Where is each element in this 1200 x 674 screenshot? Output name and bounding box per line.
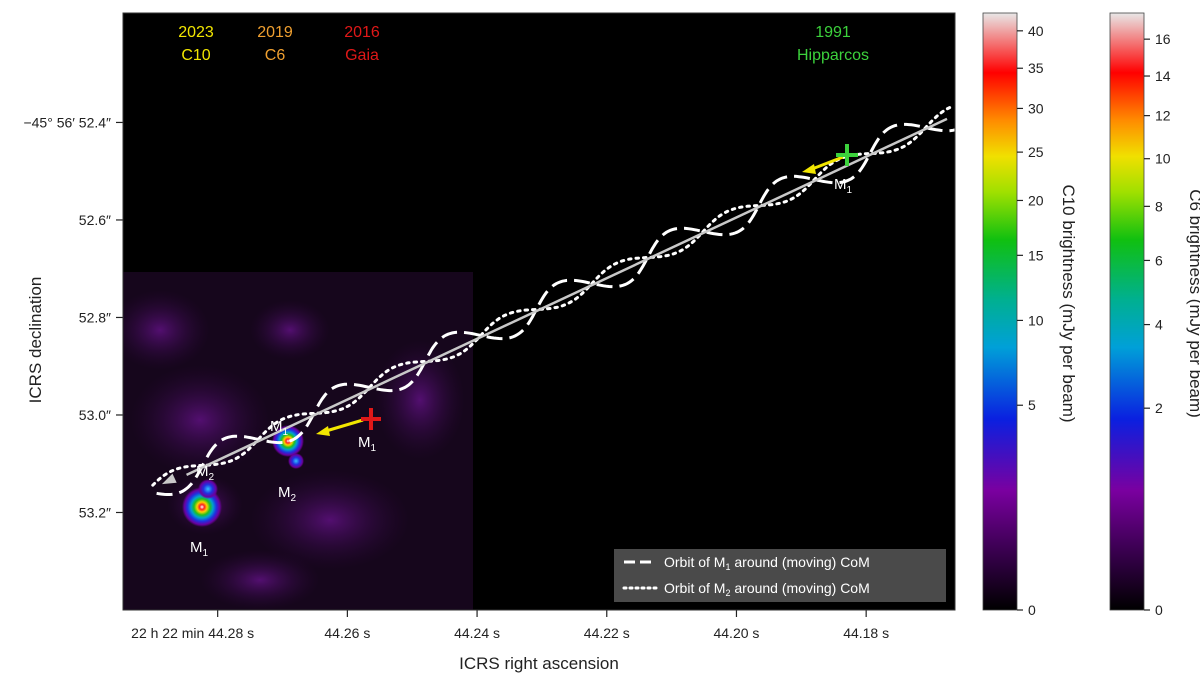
y-tick-label: 52.8″ xyxy=(79,309,111,325)
colorbar-tick-label: 4 xyxy=(1155,317,1163,333)
x-tick-label: 44.18 s xyxy=(843,625,889,641)
colorbar-gradient xyxy=(982,12,1018,611)
epoch-gaia-header: 2016 Gaia xyxy=(344,24,380,64)
c6-m2-source xyxy=(288,453,304,469)
y-axis-label: ICRS declination xyxy=(26,277,45,404)
orbit-m2-dotted-line xyxy=(151,105,954,487)
hipparcos-arrowhead xyxy=(802,164,816,174)
colorbar-tick-label: 14 xyxy=(1155,68,1171,84)
colorbar-tick-label: 2 xyxy=(1155,400,1163,416)
y-tick-label: −45° 56′ 52.4″ xyxy=(23,114,111,130)
colorbar-tick-label: 12 xyxy=(1155,108,1171,124)
colorbar-c10: 0 5 10 15 20 25 30 35 40 C10 brightness (mJy per … xyxy=(982,12,1078,618)
colorbar-gradient xyxy=(1109,12,1145,611)
x-tick-label: 44.20 s xyxy=(713,625,759,641)
com-path-line xyxy=(186,117,948,476)
x-tick-label: 22 h 22 min 44.28 s xyxy=(131,625,254,641)
colorbar-tick-label: 16 xyxy=(1155,31,1171,47)
y-axis-ticks: −45° 56′ 52.4″ 52.6″ 52.8″ 53.0″ 53.2″ xyxy=(23,114,123,520)
colorbar-tick-label: 35 xyxy=(1028,60,1044,76)
hipparcos-m1-cross xyxy=(836,144,858,166)
legend: Orbit of M1 around (moving) CoM Orbit of… xyxy=(614,549,946,602)
y-tick-label: 52.6″ xyxy=(79,212,111,228)
svg-text:2019: 2019 xyxy=(257,24,293,41)
colorbar-tick-label: 0 xyxy=(1028,602,1036,618)
colorbar-label: C10 brightness (mJy per beam) xyxy=(1059,184,1078,422)
x-axis-ticks: 22 h 22 min 44.28 s 44.26 s 44.24 s 44.22 s… xyxy=(131,610,889,641)
colorbar-tick-label: 20 xyxy=(1028,192,1044,208)
svg-text:C6: C6 xyxy=(265,47,286,64)
colorbar-tick-label: 10 xyxy=(1155,151,1171,167)
legend-entry-m2: Orbit of M2 around (moving) CoM xyxy=(664,580,870,598)
colorbar-tick-label: 25 xyxy=(1028,144,1044,160)
hipparcos-motion-arrow xyxy=(811,155,844,171)
colorbar-tick-label: 6 xyxy=(1155,252,1163,268)
colorbar-tick-label: 0 xyxy=(1155,602,1163,618)
c10-m2-source xyxy=(198,479,218,499)
svg-text:1991: 1991 xyxy=(815,24,851,41)
com-direction-arrowhead xyxy=(161,473,177,485)
gaia-m1-cross xyxy=(361,408,381,430)
legend-entry-m1: Orbit of M1 around (moving) CoM xyxy=(664,554,870,572)
gaia-arrowhead xyxy=(316,426,330,436)
orbit-m1-dashed-line xyxy=(156,122,955,496)
svg-text:C10: C10 xyxy=(181,47,210,64)
svg-text:Gaia: Gaia xyxy=(345,47,379,64)
colorbar-tick-label: 10 xyxy=(1028,312,1044,328)
colorbar-tick-label: 5 xyxy=(1028,397,1036,413)
x-axis-label: ICRS right ascension xyxy=(459,654,619,673)
epoch-c10-header: 2023 C10 xyxy=(178,24,214,64)
c6-m1-source xyxy=(272,425,304,457)
svg-text:2023: 2023 xyxy=(178,24,214,41)
y-tick-label: 53.0″ xyxy=(79,407,111,423)
x-tick-label: 44.22 s xyxy=(584,625,630,641)
epoch-c6-header: 2019 C6 xyxy=(257,24,293,64)
x-tick-label: 44.24 s xyxy=(454,625,500,641)
colorbar-tick-label: 15 xyxy=(1028,247,1044,263)
svg-text:2016: 2016 xyxy=(344,24,380,41)
colorbar-tick-label: 8 xyxy=(1155,198,1163,214)
colorbar-tick-label: 40 xyxy=(1028,23,1044,39)
colorbar-label: C6 brightness (mJy per beam) xyxy=(1186,189,1200,418)
colorbar-c6: 0 2 4 6 8 10 12 14 16 C6 brightness (mJy per beam… xyxy=(1109,12,1200,618)
colorbar-tick-label: 30 xyxy=(1028,100,1044,116)
plot-frame xyxy=(122,12,956,611)
gaia-motion-arrow xyxy=(325,418,364,433)
epoch-hipparcos-header: 1991 Hipparcos xyxy=(797,24,869,64)
svg-text:Hipparcos: Hipparcos xyxy=(797,47,869,64)
x-tick-label: 44.26 s xyxy=(324,625,370,641)
y-tick-label: 53.2″ xyxy=(79,504,111,520)
